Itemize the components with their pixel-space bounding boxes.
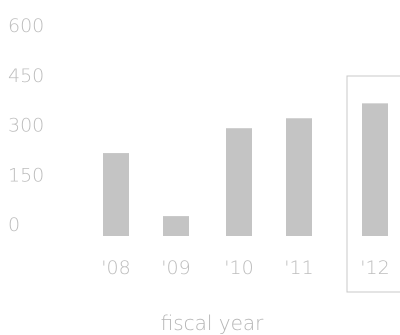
bar (163, 216, 189, 236)
x-axis-title: fiscal year (161, 311, 265, 335)
x-tick-label: '12 (360, 257, 389, 279)
x-tick-label: '09 (161, 257, 190, 279)
highlight-box-2012 (346, 75, 400, 293)
y-tick-label: 600 (8, 15, 44, 37)
bar (103, 153, 129, 236)
x-axis-ticks: '08 '09 '10 '11 '12 (101, 257, 389, 279)
bar (226, 128, 252, 236)
x-tick-label: '08 (101, 257, 130, 279)
x-tick-label: '10 (224, 257, 253, 279)
y-tick-label: 0 (8, 214, 20, 236)
y-tick-label: 150 (8, 164, 44, 186)
bar (286, 118, 312, 236)
bar (362, 103, 388, 236)
y-tick-label: 450 (8, 65, 44, 87)
x-tick-label: '11 (284, 257, 313, 279)
bars-group (103, 103, 388, 236)
y-tick-label: 300 (8, 115, 44, 137)
y-axis-ticks: 0 150 300 450 600 (8, 15, 44, 236)
